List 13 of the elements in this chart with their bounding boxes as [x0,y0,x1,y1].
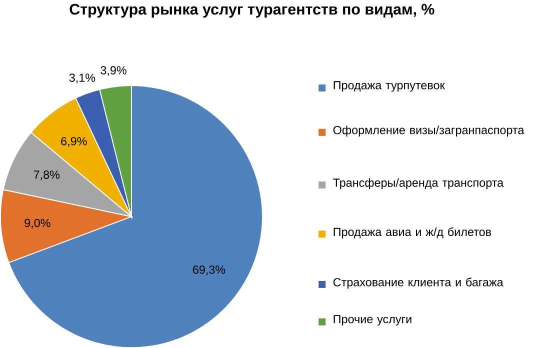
legend-label: Продажа авиа и ж/д билетов [334,227,492,238]
chart-title: Структура рынка услуг турагентств по видам, % [70,4,434,18]
data-label: 3,9% [100,66,126,76]
legend-label: Оформление визы/загранпаспорта [333,126,524,136]
legend-label: Трансферы/аренда транспорта [333,178,504,190]
legend-label: Страхование клиента и багажа [333,278,504,289]
legend-label: Прочие услуги [334,315,412,326]
data-label: 69,3% [192,265,226,276]
data-label: 9,0% [24,218,50,229]
data-label: 3,1% [69,74,96,84]
data-label: 7,8% [34,170,60,180]
data-label: 6,9% [61,137,87,147]
legend-label: Продажа турпутевок [334,81,445,92]
